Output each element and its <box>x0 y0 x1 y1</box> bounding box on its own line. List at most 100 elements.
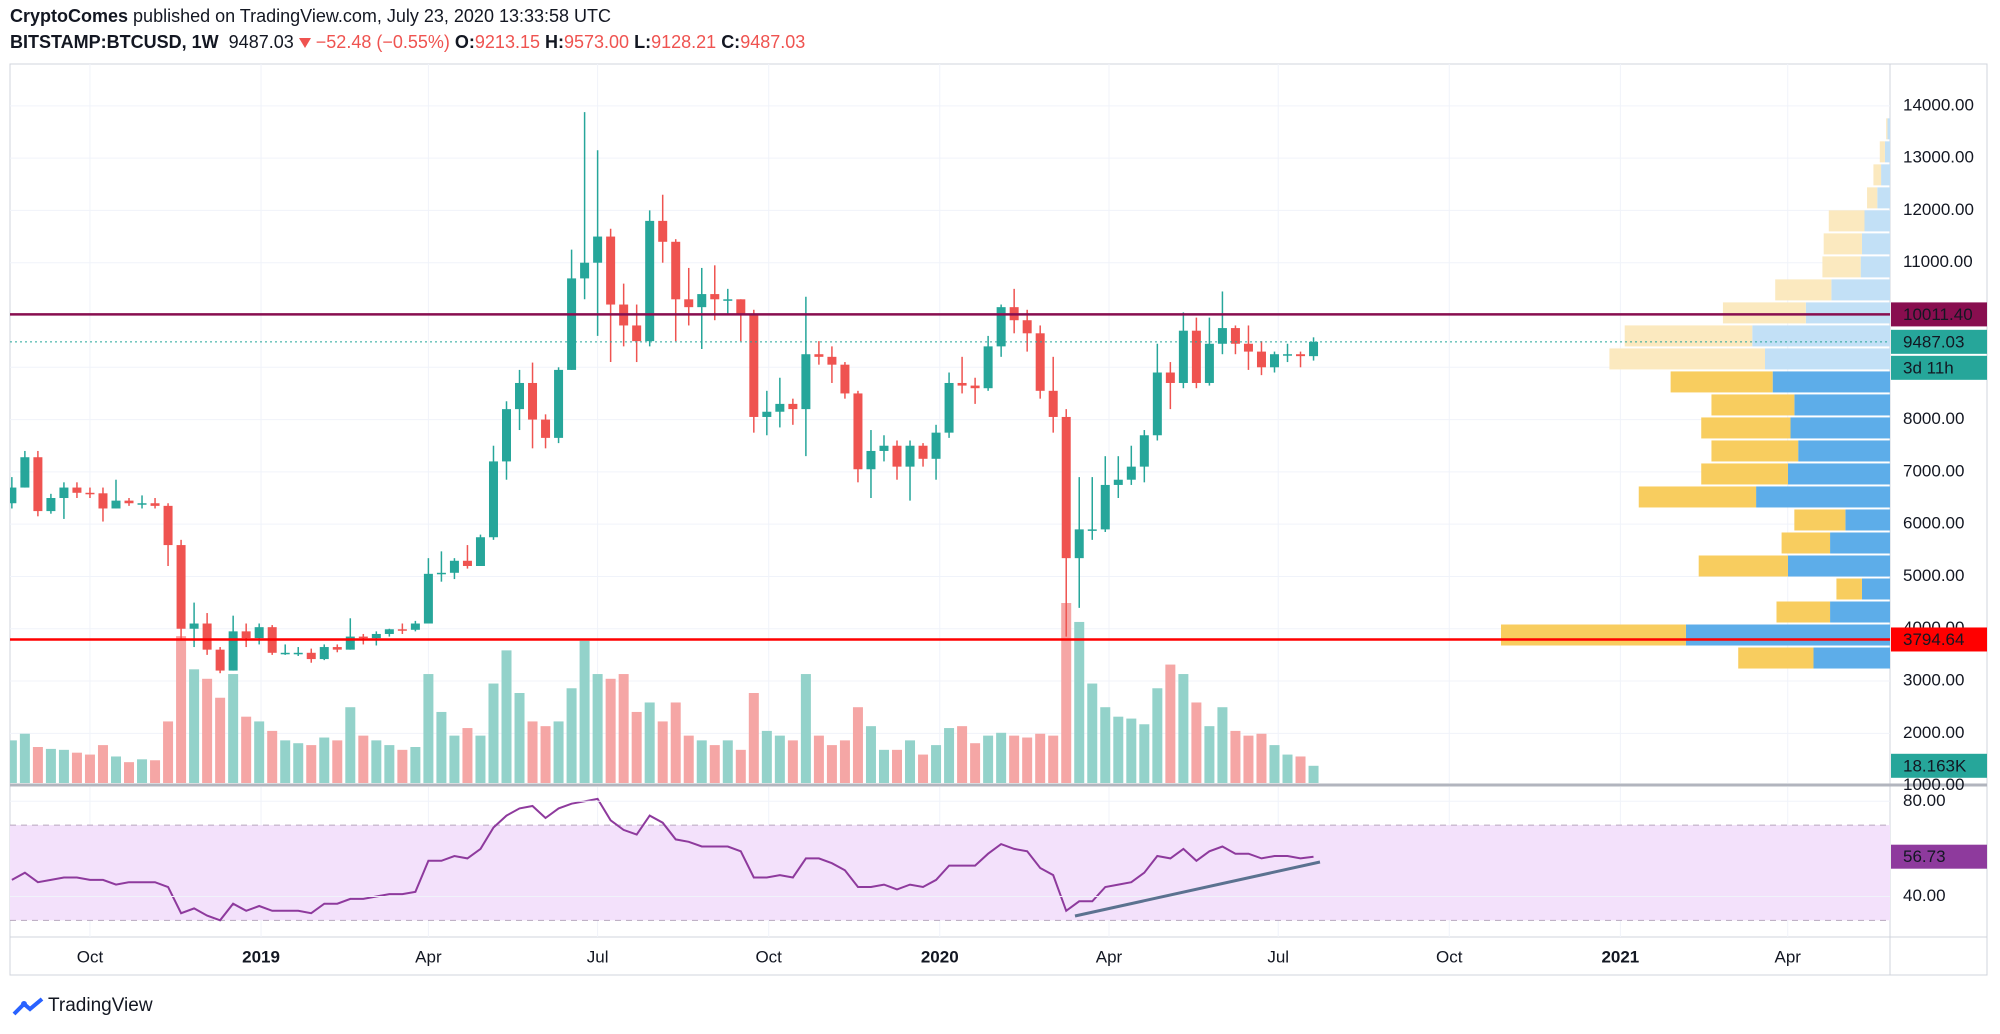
profile-up <box>1831 279 1890 301</box>
volume-bar <box>813 735 824 783</box>
rsi-label-bg <box>1891 844 1987 869</box>
x-tick-label: 2020 <box>921 947 959 966</box>
volume-bar <box>1204 726 1215 783</box>
volume-bar <box>332 740 343 783</box>
x-tick-label: Apr <box>415 947 442 966</box>
volume-bar <box>709 745 720 783</box>
profile-down <box>1828 210 1865 232</box>
volume-bar <box>800 674 811 783</box>
candle-body <box>46 498 56 512</box>
candle-body <box>1035 333 1045 391</box>
candle-body <box>1283 354 1293 356</box>
volume-bar <box>58 749 69 783</box>
y-tick-label: 13000.00 <box>1903 148 1974 167</box>
volume-bar <box>1295 756 1306 783</box>
candle-body <box>723 299 733 301</box>
volume-bar <box>996 732 1007 783</box>
profile-down <box>1698 555 1788 577</box>
candle-body <box>98 493 108 509</box>
profile-down <box>1701 417 1791 439</box>
volume-bar <box>267 730 278 783</box>
candle-body <box>957 382 967 386</box>
ohlc-label: H: <box>545 32 564 52</box>
candle-body <box>1191 330 1201 383</box>
volume-bar <box>436 711 447 783</box>
price-line-label-bg <box>1891 627 1987 652</box>
volume-bar <box>280 740 291 783</box>
candle-body <box>501 409 511 462</box>
volume-bar <box>566 688 577 783</box>
volume-bar <box>970 743 981 783</box>
profile-down <box>1823 233 1862 255</box>
candle-body <box>658 220 668 242</box>
volume-bar <box>605 678 616 783</box>
x-tick-label: Apr <box>1774 947 1801 966</box>
candle-body <box>202 623 212 650</box>
volume-bar <box>228 674 239 783</box>
volume-bar <box>1217 707 1228 783</box>
profile-up <box>1813 647 1890 669</box>
profile-up <box>1887 118 1890 140</box>
rsi-trendline <box>1074 860 1321 918</box>
rsi-tick-label: 80.00 <box>1903 791 1946 810</box>
candle-body <box>85 492 95 495</box>
volume-bar <box>45 748 56 783</box>
volume-bar <box>1061 603 1072 783</box>
volume-bar <box>202 678 213 783</box>
volume-bar <box>124 762 135 783</box>
candle-body <box>541 419 551 438</box>
candle-body <box>332 647 342 650</box>
candle-body <box>645 220 655 342</box>
x-tick-label: Apr <box>1096 947 1123 966</box>
candle-body <box>1061 416 1071 559</box>
candle-body <box>1217 328 1227 344</box>
profile-up <box>1798 440 1890 462</box>
profile-up <box>1787 463 1890 485</box>
ohlc-value: 9573.00 <box>564 32 630 52</box>
candle-body <box>1152 372 1162 436</box>
candle-body <box>462 560 472 566</box>
rsi-label: 56.73 <box>1903 847 1946 866</box>
volume-bar <box>384 745 395 783</box>
profile-up <box>1790 417 1890 439</box>
candle-body <box>33 457 43 512</box>
volume-bar <box>1048 735 1059 783</box>
ohlc-label: C: <box>721 32 741 52</box>
candle-body <box>1074 529 1084 559</box>
volume-bar <box>1035 733 1046 783</box>
x-tick-label: Oct <box>1436 947 1463 966</box>
y-tick-label: 5000.00 <box>1903 566 1964 585</box>
candle-body <box>1087 529 1097 531</box>
price-line-label-bg <box>1891 302 1987 327</box>
rsi-tick-label: 40.00 <box>1903 886 1946 905</box>
volume-bar <box>501 650 512 783</box>
price-line-label: 10011.40 <box>1903 305 1973 324</box>
profile-up <box>1805 302 1890 324</box>
candle-body <box>280 652 290 655</box>
y-tick-label: 2000.00 <box>1903 723 1964 742</box>
volume-bar <box>84 754 95 783</box>
candle-body <box>580 262 590 279</box>
candle-body <box>137 503 147 505</box>
volume-bar <box>618 674 629 783</box>
candle-body <box>593 236 603 263</box>
profile-down <box>1822 256 1861 278</box>
candle-body <box>1048 390 1058 417</box>
candle-body <box>241 631 251 639</box>
profile-down <box>1701 463 1788 485</box>
candle-body <box>410 623 420 630</box>
candle-body <box>710 294 720 300</box>
candle-body <box>150 503 160 506</box>
candle-body <box>775 403 785 412</box>
candle-body <box>124 500 134 504</box>
candle-body <box>1204 343 1214 383</box>
candle-body <box>176 545 186 629</box>
volume-bar <box>345 707 356 783</box>
candle-body <box>228 631 238 671</box>
price-line-label: 3794.64 <box>1903 630 1964 649</box>
y-tick-label: 11000.00 <box>1903 252 1973 271</box>
volume-bar <box>826 745 837 783</box>
candle-body <box>1113 479 1123 485</box>
profile-down <box>1722 302 1806 324</box>
